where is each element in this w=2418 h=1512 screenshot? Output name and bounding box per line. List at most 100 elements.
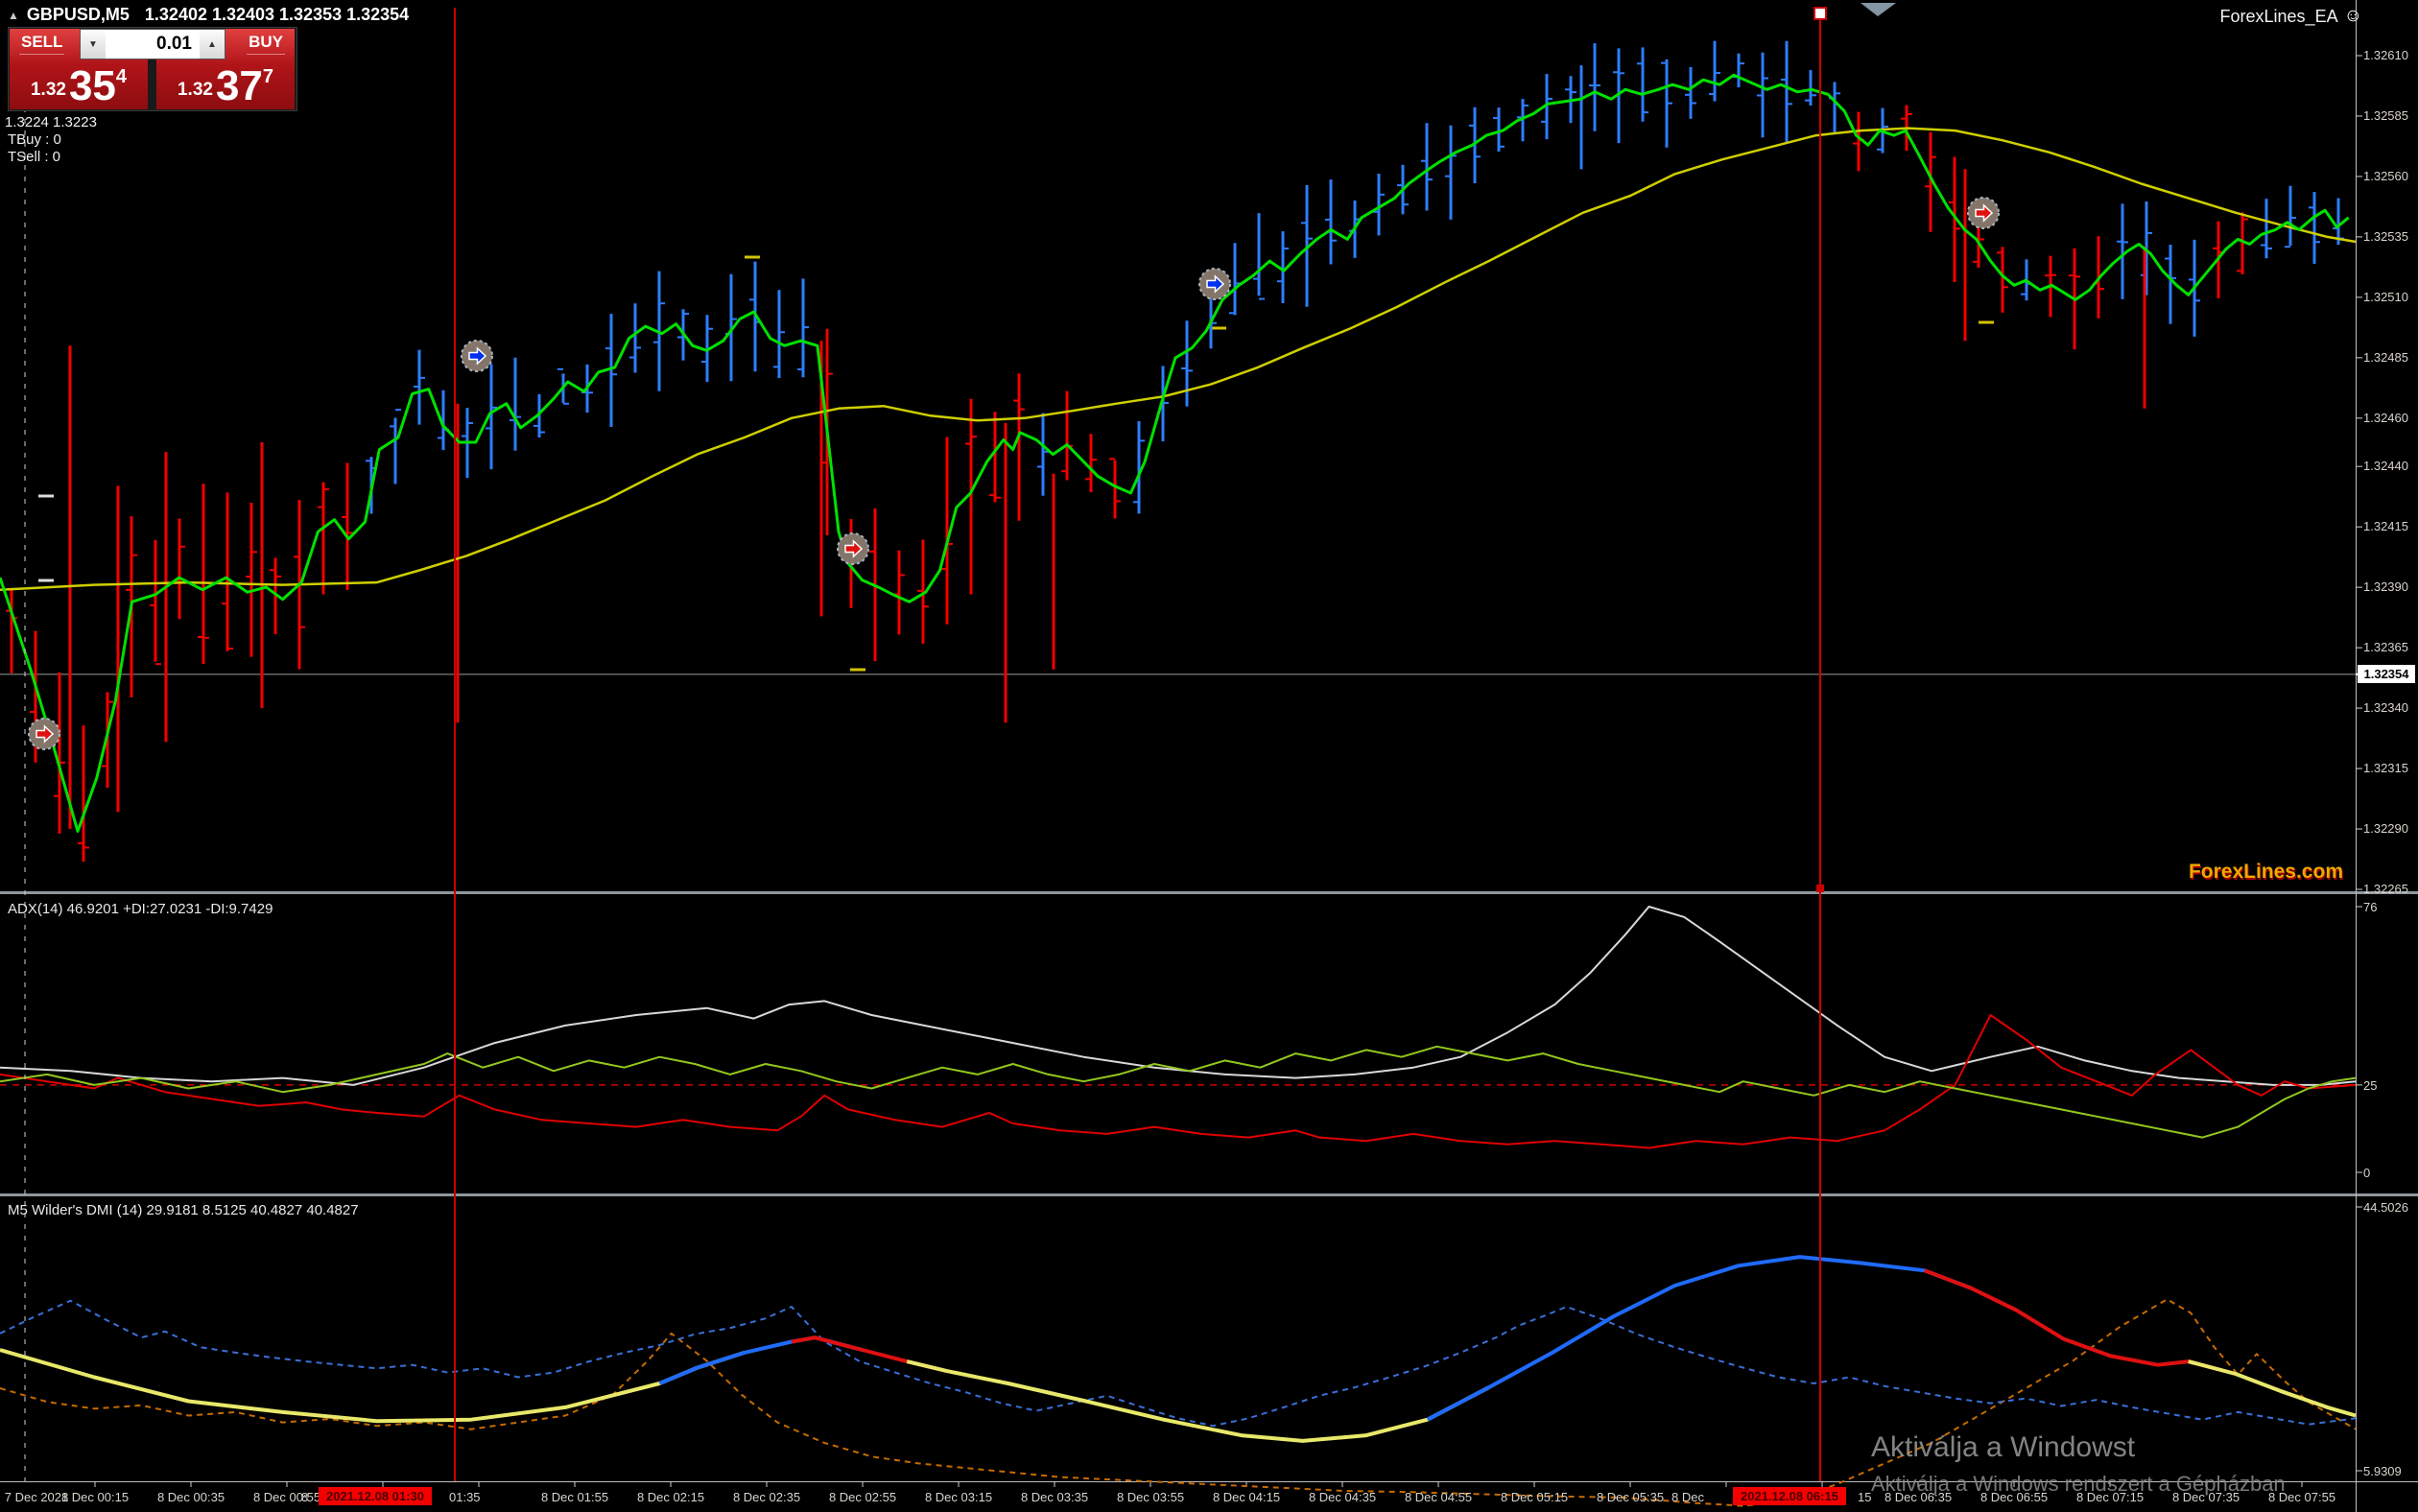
time-axis-label: 8 Dec 02:35 — [732, 1490, 801, 1504]
price-axis-label: 1.32535 — [2363, 228, 2408, 244]
adx-plus-di-line — [0, 1045, 2357, 1139]
adx-indicator-label: ADX(14) 46.9201 +DI:27.0231 -DI:9.7429 — [8, 901, 273, 917]
time-axis-label-fragment: 8 Dec — [1671, 1490, 1704, 1504]
time-axis-label: 8 Dec 00:55 — [252, 1490, 321, 1504]
adx-axis-label: 76 — [2363, 900, 2378, 914]
dmi-main-line-yellow — [0, 1348, 746, 1424]
price-axis-label: 1.32510 — [2363, 289, 2408, 304]
price-axis-label: 1.32415 — [2363, 519, 2408, 534]
vline-time-marker-box: 2021.12.08 01:30 — [319, 1487, 432, 1505]
buy-arrow-icon — [468, 346, 487, 366]
symbol-timeframe-label: GBPUSD,M5 — [26, 5, 130, 24]
pane-splitter-1[interactable] — [0, 891, 2418, 894]
adx-main-line — [0, 906, 2357, 1086]
sell-signal-marker[interactable] — [837, 532, 869, 565]
sell-price-big: 35 — [68, 62, 116, 109]
time-axis-label: 8 Dec 05:15 — [1500, 1490, 1569, 1504]
buy-price-prefix: 1.32 — [177, 80, 213, 100]
sell-button-label: SELL — [19, 33, 65, 55]
sell-arrow-icon — [844, 539, 864, 558]
sell-price-pip: 4 — [115, 66, 128, 87]
volume-decrease-button[interactable]: ▼ — [81, 30, 106, 59]
price-axis-label: 1.32610 — [2363, 48, 2408, 62]
volume-input[interactable]: 0.01 — [106, 30, 200, 59]
time-axis-label: 8 Dec 04:15 — [1212, 1490, 1281, 1504]
adx-minus-di-line — [0, 1014, 2357, 1149]
dmi-plus-di-dashed-line — [0, 1299, 2357, 1428]
ea-tbuy-counter: TBuy : 0 — [8, 131, 61, 148]
buy-signal-marker[interactable] — [461, 340, 493, 372]
sell-price-prefix: 1.32 — [30, 80, 66, 100]
volume-spinbox: ▼ 0.01 ▲ — [80, 29, 225, 59]
ea-smiley-icon[interactable]: ☺ — [2343, 6, 2362, 26]
ea-name-label: ForexLines_EA ☺ — [2220, 6, 2362, 27]
time-axis-label: 8 Dec 03:35 — [1020, 1490, 1089, 1504]
panel-collapse-icon[interactable]: ▲ — [8, 8, 19, 22]
time-axis-label: 8 Dec 00:35 — [156, 1490, 225, 1504]
dmi-main-line-yellow — [906, 1359, 1490, 1443]
time-axis-label: 8 Dec 04:35 — [1308, 1490, 1377, 1504]
ea-name-text: ForexLines_EA — [2219, 6, 2338, 26]
one-click-trading-panel: SELL 1.32 35 4 BUY 1.32 37 7 ▼ 0.01 ▲ — [8, 27, 297, 111]
time-axis-label: 8 Dec 07:35 — [2171, 1490, 2240, 1504]
time-axis-label-fragment: 01:35 — [449, 1490, 481, 1504]
vline-anchor-dot[interactable] — [1816, 885, 1824, 892]
sell-arrow-icon — [1975, 203, 1994, 223]
dmi-indicator-label: M5 Wilder's DMI (14) 29.9181 8.5125 40.4… — [8, 1202, 359, 1218]
price-axis-label: 1.32365 — [2363, 640, 2408, 655]
chart-title-bar: ▲ GBPUSD,M5 1.32402 1.32403 1.32353 1.32… — [8, 5, 409, 25]
price-axis-label: 1.32340 — [2363, 700, 2408, 716]
price-axis-label: 1.32460 — [2363, 410, 2408, 425]
current-price-box: 1.32354 — [2358, 664, 2415, 683]
adx-axis-label: 0 — [2363, 1166, 2371, 1180]
dmi-main-line-blue — [1426, 1255, 1973, 1422]
price-axis-label: 1.32265 — [2363, 882, 2408, 896]
buy-signal-marker[interactable] — [1198, 268, 1231, 300]
price-axis-label: 1.32440 — [2363, 459, 2408, 474]
vline-drag-handle[interactable] — [1814, 7, 1827, 20]
slow-ma-line — [0, 127, 2357, 591]
price-axis-label: 1.32485 — [2363, 349, 2408, 365]
price-axis-label: 1.32290 — [2363, 821, 2408, 837]
pane-splitter-2[interactable] — [0, 1193, 2418, 1196]
dmi-main-line-blue — [658, 1335, 864, 1385]
time-axis-label: 8 Dec 06:35 — [1884, 1490, 1953, 1504]
vertical-line-object[interactable] — [1814, 7, 1827, 1481]
time-axis-label: 8 Dec 04:55 — [1404, 1490, 1473, 1504]
sell-arrow-icon — [36, 724, 55, 744]
price-axis-label: 1.32585 — [2363, 107, 2408, 123]
fast-ma-line — [0, 73, 2350, 833]
time-axis-label: 8 Dec 05:35 — [1596, 1490, 1665, 1504]
time-axis-label: 8 Dec 07:55 — [2267, 1490, 2336, 1504]
buy-arrow-icon — [1206, 274, 1225, 294]
time-axis-label: 8 Dec 03:55 — [1116, 1490, 1185, 1504]
forexlines-watermark: ForexLines.com — [2188, 861, 2343, 883]
ea-tsell-counter: TSell : 0 — [8, 149, 61, 165]
time-axis-label: 8 Dec 06:55 — [1979, 1490, 2049, 1504]
ohlc-quotes-label: 1.32402 1.32403 1.32353 1.32354 — [144, 5, 410, 24]
windows-activation-watermark-line1: Aktiválja a Windowst — [1871, 1431, 2136, 1463]
sell-signal-marker[interactable] — [1967, 197, 2000, 229]
price-bars — [6, 40, 2344, 862]
volume-increase-button[interactable]: ▲ — [200, 30, 225, 59]
price-axis-label: 1.32315 — [2363, 761, 2408, 776]
buy-price-big: 37 — [215, 62, 263, 109]
time-axis-label: 8 Dec 03:15 — [924, 1490, 993, 1504]
time-axis-label: 8 Dec 02:55 — [828, 1490, 897, 1504]
time-axis-label: 7 Dec 2021 — [4, 1490, 69, 1504]
vline-time-marker-box: 2021.12.08 06:15 — [1733, 1487, 1846, 1505]
down-triangle-object[interactable] — [1861, 3, 1896, 16]
dmi-main-line-yellow — [2188, 1359, 2357, 1418]
ea-levels-text: 1.3224 1.3223 — [5, 114, 97, 130]
buy-button[interactable]: BUY 1.32 37 7 — [156, 29, 295, 109]
buy-button-label: BUY — [247, 33, 285, 55]
dmi-main-line-red — [1923, 1268, 2237, 1376]
price-axis-label: 1.32560 — [2363, 168, 2408, 183]
sell-signal-marker[interactable] — [28, 718, 60, 750]
buy-price-pip: 7 — [262, 66, 274, 87]
windows-activation-watermark-line2: Aktiválja a Windows rendszert a Gépházba… — [1871, 1472, 2286, 1496]
time-axis-label-fragment: 15 — [1858, 1490, 1872, 1504]
time-axis-label: 8 Dec 00:15 — [60, 1490, 130, 1504]
